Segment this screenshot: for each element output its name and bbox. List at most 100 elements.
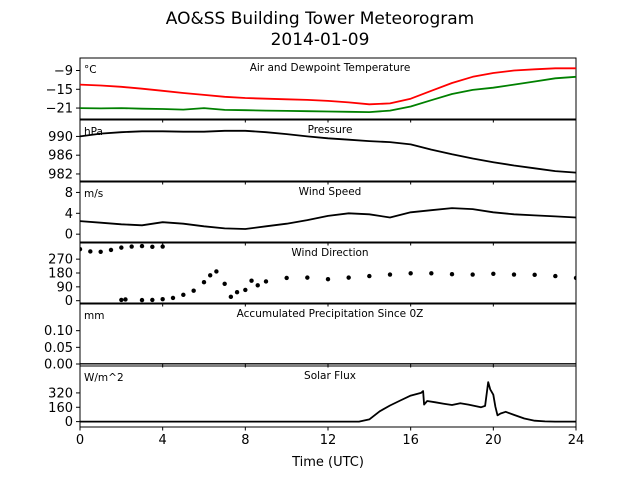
data-point: [214, 269, 219, 274]
data-point: [243, 287, 248, 293]
data-point: [553, 273, 558, 279]
data-point: [160, 244, 165, 249]
panel-title: Solar Flux: [304, 370, 356, 382]
x-tick-label: 20: [485, 433, 502, 448]
data-point: [470, 272, 475, 277]
x-tick-label: 12: [320, 433, 337, 448]
panel-accumulated-precipitation-since-0z: 0.10 0.05 0.00 mm Accumulated Precipitation …: [44, 303, 577, 373]
data-point: [387, 272, 393, 277]
data-point: [129, 244, 134, 249]
data-point: [255, 283, 260, 288]
panel-wind-speed: 8 4 0 m/s Wind Speed: [65, 181, 577, 246]
data-point: [98, 249, 103, 254]
data-point: [119, 297, 124, 303]
data-point: [573, 275, 576, 281]
y-tick-label: 986: [48, 149, 73, 164]
data-point: [191, 288, 196, 293]
data-point: [449, 272, 455, 277]
figure-title: AO&SS Building Tower Meteorogram: [166, 9, 474, 29]
y-tick-label: 90: [56, 280, 73, 295]
data-point: [511, 272, 517, 277]
y-tick-label: 4: [65, 207, 73, 222]
series-line: [80, 207, 576, 230]
series-air-and-dewpoint-temperature-0: [80, 67, 576, 106]
series-solar-flux-0: [80, 381, 576, 423]
y-tick-label: 320: [48, 386, 73, 401]
x-axis: 0 4 8 12 16 20 24: [76, 433, 584, 448]
data-point: [263, 279, 269, 284]
panel-title: Wind Direction: [291, 247, 368, 259]
data-point: [80, 246, 83, 252]
data-point: [228, 294, 234, 300]
panel-unit-label: °C: [84, 64, 97, 76]
data-point: [150, 297, 155, 303]
x-tick-label: 0: [76, 433, 84, 448]
data-point: [123, 297, 128, 302]
series-pressure-0: [80, 129, 576, 174]
series-wind-direction-0: [80, 243, 576, 303]
x-tick-label: 24: [568, 433, 585, 448]
y-tick-label: 0: [65, 228, 73, 243]
x-tick-label: 4: [159, 433, 167, 448]
x-axis-label: Time (UTC): [291, 455, 364, 470]
data-point: [325, 276, 331, 282]
data-point: [170, 295, 176, 301]
y-tick-label: 982: [48, 167, 73, 182]
series-wind-speed-0: [80, 207, 576, 230]
figure-subtitle: 2014-01-09: [271, 30, 370, 50]
y-tick-label: 0: [65, 294, 73, 309]
panel-title: Wind Speed: [299, 186, 362, 198]
data-point: [88, 249, 93, 254]
x-tick-label: 8: [241, 433, 249, 448]
data-point: [491, 271, 496, 276]
y-tick-label: 180: [48, 267, 73, 282]
data-point: [346, 275, 351, 280]
series-line: [80, 75, 576, 113]
data-point: [108, 247, 114, 253]
y-tick-label: −21: [46, 102, 73, 117]
y-tick-label: 990: [48, 130, 73, 145]
y-tick-label: −15: [46, 83, 73, 98]
data-point: [201, 280, 207, 285]
series-air-and-dewpoint-temperature-1: [80, 75, 576, 113]
data-point: [367, 273, 372, 279]
panel-unit-label: W/m^2: [84, 372, 124, 384]
data-point: [408, 271, 413, 276]
data-point: [160, 296, 165, 302]
y-tick-label: 0: [65, 415, 73, 430]
y-tick-label: −9: [54, 64, 73, 79]
panel-air-and-dewpoint-temperature: −9 −15 −21 °C Air and Dewpoint Temperature: [46, 57, 577, 123]
data-point: [532, 272, 537, 278]
series-line: [80, 381, 576, 423]
panel-unit-label: m/s: [84, 188, 103, 200]
data-point: [429, 271, 434, 276]
data-point: [284, 275, 289, 281]
data-point: [181, 292, 186, 298]
y-tick-label: 0.00: [44, 358, 73, 373]
data-point: [150, 244, 155, 250]
series-line: [80, 129, 576, 174]
series-line: [80, 67, 576, 106]
y-tick-label: 8: [65, 186, 73, 201]
panel-title: Air and Dewpoint Temperature: [250, 62, 411, 74]
x-tick-label: 16: [402, 433, 419, 448]
panels-group: −9 −15 −21 °C Air and Dewpoint Temperature 99…: [44, 57, 577, 431]
data-point: [139, 243, 145, 249]
data-point: [234, 290, 240, 295]
y-tick-label: 160: [48, 401, 73, 416]
y-tick-label: 0.05: [44, 341, 73, 356]
data-point: [249, 278, 254, 283]
data-point: [305, 275, 310, 280]
y-tick-label: 0.10: [44, 324, 73, 339]
y-tick-label: 270: [48, 253, 73, 268]
panel-title: Pressure: [308, 124, 353, 136]
data-point: [119, 245, 124, 250]
panel-unit-label: mm: [84, 310, 104, 322]
panel-title: Accumulated Precipitation Since 0Z: [237, 308, 424, 320]
data-point: [139, 297, 145, 303]
data-point: [208, 273, 213, 278]
